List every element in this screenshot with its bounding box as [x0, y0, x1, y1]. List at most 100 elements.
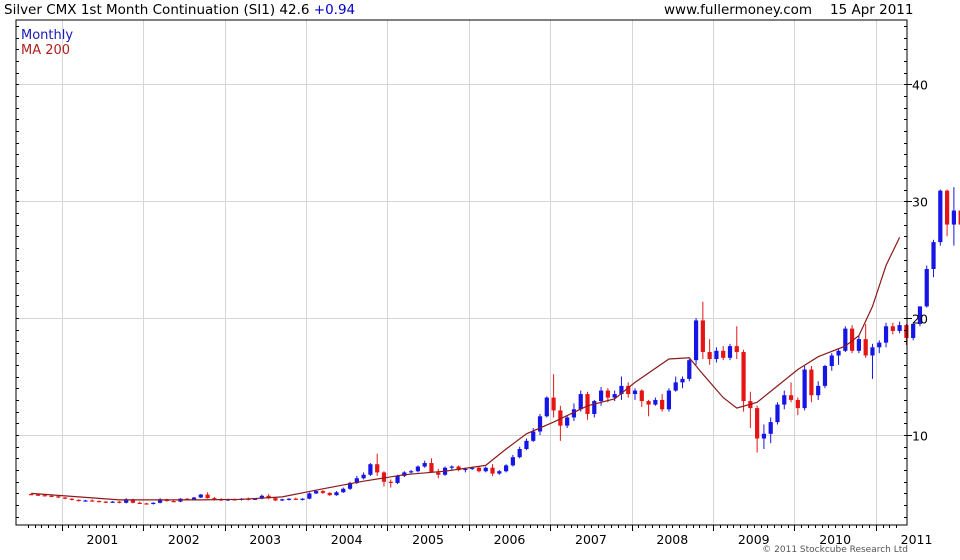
candle-body: [334, 492, 339, 496]
x-tick-label: 2009: [738, 532, 770, 547]
candle-body: [653, 399, 658, 405]
x-tick-label: 2010: [819, 532, 851, 547]
ma-layer: [31, 237, 901, 501]
candle-body: [605, 390, 610, 398]
candle-body: [883, 326, 889, 343]
website-label: www.fullermoney.com: [664, 2, 813, 18]
candle-body: [314, 491, 319, 494]
chart-grid: [16, 20, 907, 525]
candle-body: [117, 501, 122, 503]
candle-body: [632, 390, 638, 395]
candle-body: [958, 210, 960, 225]
candle-body: [286, 498, 292, 500]
candle-body: [931, 242, 936, 269]
candle-body: [585, 394, 590, 414]
candle-body: [761, 433, 767, 439]
candle-body: [680, 378, 685, 383]
candle-body: [565, 417, 570, 426]
candle-body: [62, 497, 68, 499]
candle-body: [327, 492, 332, 496]
candle-body: [320, 491, 326, 493]
x-tick-label: 2011: [901, 532, 933, 547]
y-tick-label: 20: [912, 312, 928, 327]
candle-body: [816, 385, 821, 396]
candle-body: [110, 501, 115, 503]
candle-body: [151, 502, 156, 504]
candles: [29, 187, 960, 505]
candle-body: [456, 466, 461, 471]
candle-body: [727, 346, 733, 358]
y-tick-label: 40: [912, 78, 928, 93]
candle-body: [666, 390, 672, 410]
candle-body: [49, 495, 54, 497]
candle-body: [368, 464, 373, 475]
candle-body: [537, 416, 543, 432]
candle-body: [693, 320, 699, 361]
candle-body: [571, 409, 577, 418]
candle-body: [56, 496, 61, 498]
candle-body: [938, 190, 943, 243]
candle-body: [788, 395, 794, 400]
candle-body: [476, 467, 482, 472]
candle-body: [470, 467, 475, 469]
candle-body: [890, 326, 895, 331]
candle-body: [103, 501, 108, 503]
candle-body: [544, 397, 549, 417]
candle-body: [951, 210, 956, 225]
candle-body: [300, 498, 305, 500]
candle-body: [198, 494, 203, 498]
candle-body: [660, 399, 665, 410]
title-text: Silver CMX 1st Month Continuation (SI1) …: [4, 2, 310, 18]
chart-title: Silver CMX 1st Month Continuation (SI1) …: [4, 0, 355, 20]
candle-body: [741, 351, 746, 402]
price-change: +0.94: [313, 2, 356, 18]
candle-body: [35, 494, 41, 496]
candle-body: [266, 495, 271, 499]
candle-body: [944, 190, 950, 225]
candle-body: [341, 488, 346, 493]
candle-body: [829, 355, 834, 367]
candle-body: [388, 481, 393, 483]
candle-body: [436, 472, 441, 475]
candle-body: [619, 385, 624, 395]
x-tick-label: 2003: [249, 532, 281, 547]
candle-body: [755, 408, 760, 439]
candle-body: [415, 466, 421, 472]
candle-body: [422, 463, 427, 467]
x-tick-label: 2004: [331, 532, 363, 547]
x-tick-label: 2006: [494, 532, 526, 547]
candle-body: [171, 501, 176, 503]
candle-body: [490, 467, 495, 474]
candle-body: [707, 351, 712, 360]
x-tick-label: 2005: [412, 532, 444, 547]
copyright: © 2011 Stockcube Research Ltd: [762, 545, 908, 555]
candle-body: [917, 306, 923, 324]
candle-body: [612, 394, 617, 398]
candle-body: [503, 465, 509, 472]
candle-body: [137, 502, 142, 504]
candle-body: [924, 268, 929, 307]
candle-body: [395, 475, 400, 483]
candle-body: [29, 494, 34, 496]
x-tick-label: 2008: [656, 532, 688, 547]
candle-body: [639, 390, 644, 402]
candle-body: [802, 369, 807, 409]
candle-body: [497, 471, 502, 474]
candle-body: [592, 401, 597, 414]
x-tick-label: 2007: [575, 532, 607, 547]
candle-body: [578, 394, 583, 410]
candle-body: [375, 464, 380, 473]
candle-body: [144, 503, 149, 505]
candle-body: [347, 482, 353, 489]
candle-body: [626, 385, 631, 395]
candle-body: [76, 499, 81, 502]
candle-body: [463, 468, 468, 471]
candle-body: [96, 501, 102, 503]
candle-body: [409, 471, 414, 473]
candle-body: [42, 495, 47, 497]
candle-body: [646, 401, 651, 405]
candle-body: [822, 366, 828, 386]
candle-body: [517, 449, 522, 458]
candle-body: [897, 325, 902, 331]
y-tick-label: 10: [912, 429, 928, 444]
